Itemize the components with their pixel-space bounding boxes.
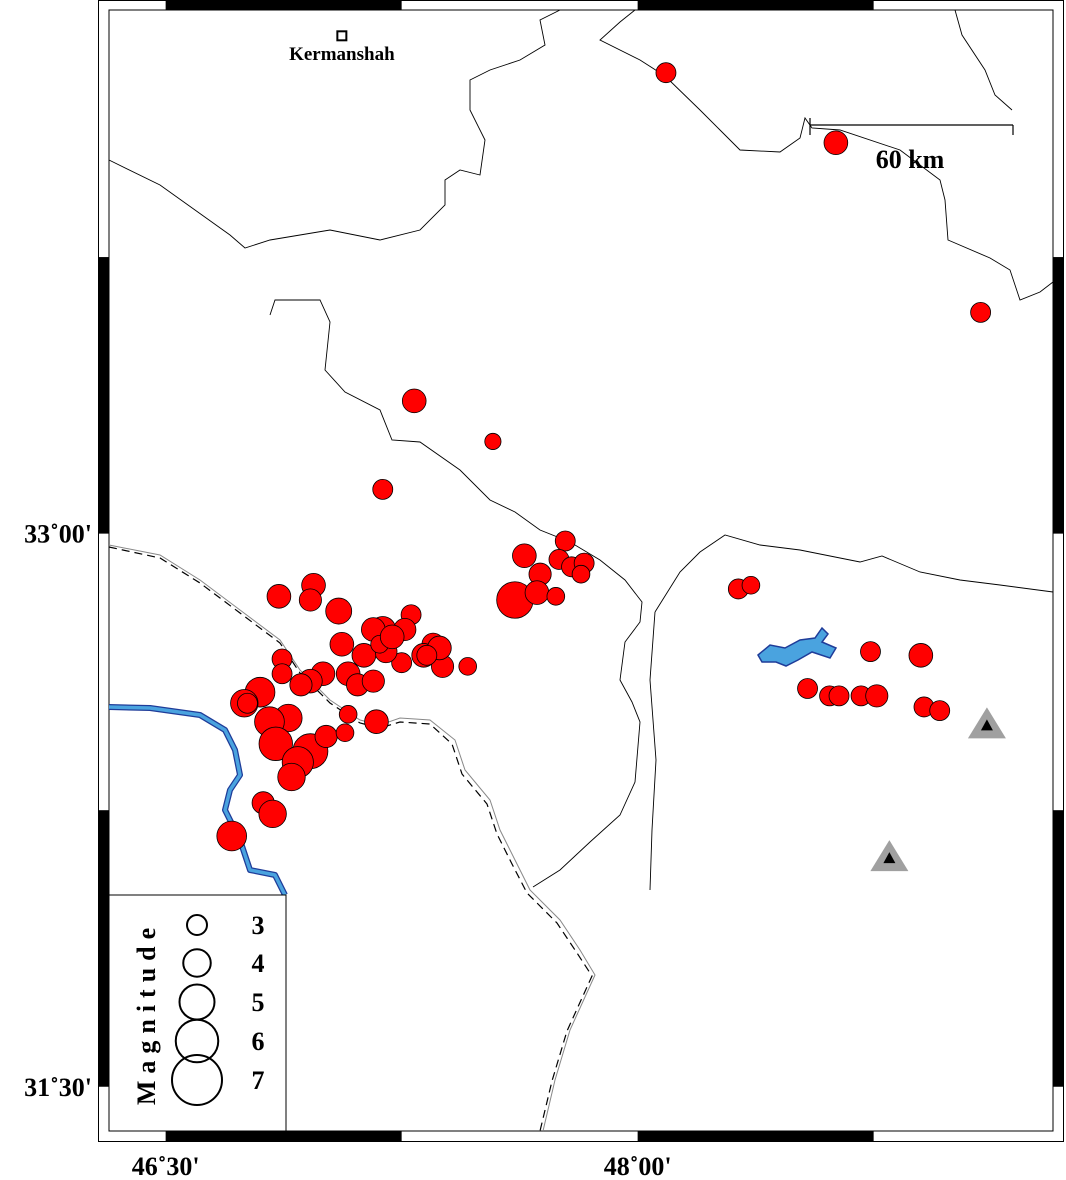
legend-label: 4 (252, 949, 265, 978)
rivers (108, 626, 838, 897)
frame-bar (637, 1131, 874, 1141)
legend-title: Magnitude (132, 921, 161, 1105)
legend-label: 6 (252, 1027, 265, 1056)
earthquake-events (216, 62, 992, 852)
earthquake-event (329, 631, 355, 657)
earthquake-event (655, 62, 677, 84)
earthquake-event (546, 587, 566, 606)
earthquake-event (364, 709, 389, 734)
station-triangle-icon (967, 707, 1006, 739)
earthquake-event (571, 564, 591, 584)
frame-bar (98, 257, 109, 534)
earthquake-event (908, 643, 934, 668)
earthquake-event (237, 692, 258, 714)
frame-bar (98, 810, 109, 1087)
earthquake-event (865, 684, 889, 708)
earthquake-event (823, 130, 849, 156)
earthquake-event (828, 685, 850, 707)
legend-label: 7 (252, 1066, 265, 1095)
earthquake-event (970, 301, 992, 323)
earthquake-event (258, 799, 287, 829)
frame-bar (1053, 257, 1063, 534)
lon-tick-label: 48˚00' (604, 1152, 672, 1180)
earthquake-event (338, 705, 358, 724)
earthquake-event (929, 700, 951, 722)
square-city-marker-icon (336, 30, 348, 42)
earthquake-event (797, 678, 818, 699)
earthquake-event (458, 657, 477, 676)
earthquake-event (325, 597, 353, 625)
legend-label: 3 (252, 911, 265, 940)
scale-bar-label: 60 km (876, 145, 945, 174)
earthquake-event (372, 478, 394, 500)
legend-circle (186, 914, 208, 936)
frame-bar (1053, 810, 1063, 1087)
legend-circle (182, 948, 212, 978)
earthquake-event (335, 723, 355, 743)
earthquake-event (379, 624, 405, 650)
station-triangle-icon (870, 840, 909, 872)
earthquake-event (391, 652, 413, 674)
frame-bar (165, 1131, 402, 1141)
earthquake-event (277, 762, 306, 792)
legend: Magnitude 3 4 5 6 7 (108, 894, 287, 1132)
earthquake-event (289, 673, 313, 697)
earthquake-event (401, 388, 427, 414)
earthquake-event (271, 663, 293, 685)
earthquake-event (361, 669, 385, 693)
legend-circle (174, 1018, 220, 1064)
city-label: Kermanshah (289, 44, 395, 65)
earthquake-event (416, 644, 438, 666)
earthquake-event (741, 575, 761, 595)
earthquake-event (351, 643, 377, 668)
legend-circle (171, 1054, 223, 1106)
lat-tick-label: 31˚30' (24, 1073, 92, 1102)
earthquake-event (484, 432, 502, 450)
lake (757, 626, 838, 667)
earthquake-event (258, 726, 293, 761)
earthquake-event (524, 580, 550, 605)
earthquake-event (314, 724, 338, 748)
earthquake-event (216, 820, 247, 852)
legend-label: 5 (252, 988, 265, 1017)
earthquake-event (266, 584, 292, 609)
earthquake-event (554, 530, 576, 552)
lon-tick-label: 46˚30' (132, 1152, 200, 1180)
earthquake-event (298, 588, 322, 612)
earthquake-event (512, 543, 537, 569)
earthquake-event (860, 641, 881, 663)
scale-bar (809, 118, 1014, 135)
kermanshah-marker: Kermanshah (289, 30, 395, 65)
frame-bar (637, 0, 874, 10)
stations (870, 707, 1006, 872)
lat-tick-label: 33˚00' (24, 520, 92, 549)
frame-bar (165, 0, 402, 10)
international-border (108, 544, 596, 1132)
